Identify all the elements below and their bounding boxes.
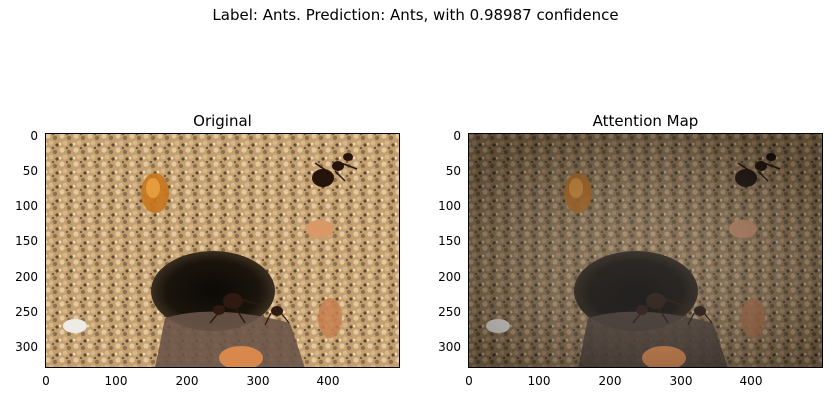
y-tick-label: 300: [438, 340, 461, 354]
x-tick-label: 100: [104, 374, 128, 388]
y-tick-label: 0: [30, 129, 38, 143]
y-tick-label: 250: [15, 305, 38, 319]
panel-title-attention-map: Attention Map: [592, 112, 699, 130]
attention-map-image: [468, 133, 823, 368]
panel-title-original: Original: [193, 112, 252, 130]
y-tick-label: 100: [438, 199, 461, 213]
original-image: [45, 133, 400, 368]
y-tick-label: 300: [15, 340, 38, 354]
y-tick-label: 200: [438, 270, 461, 284]
y-tick-label: 50: [22, 164, 38, 178]
x-tick-label: 200: [598, 374, 622, 388]
x-tick-label: 400: [739, 374, 763, 388]
y-tick-label: 150: [15, 234, 38, 248]
y-tick-label: 0: [453, 129, 461, 143]
x-tick-label: 100: [527, 374, 551, 388]
x-tick-label: 200: [175, 374, 199, 388]
figure-suptitle: Label: Ants. Prediction: Ants, with 0.98…: [212, 6, 619, 24]
x-tick-label: 400: [316, 374, 340, 388]
x-tick-label: 300: [246, 374, 270, 388]
x-tick-label: 300: [669, 374, 693, 388]
y-tick-label: 250: [438, 305, 461, 319]
y-tick-label: 100: [15, 199, 38, 213]
x-tick-label: 0: [42, 374, 50, 388]
y-tick-label: 50: [445, 164, 461, 178]
x-tick-label: 0: [465, 374, 473, 388]
y-tick-label: 200: [15, 270, 38, 284]
y-tick-label: 150: [438, 234, 461, 248]
